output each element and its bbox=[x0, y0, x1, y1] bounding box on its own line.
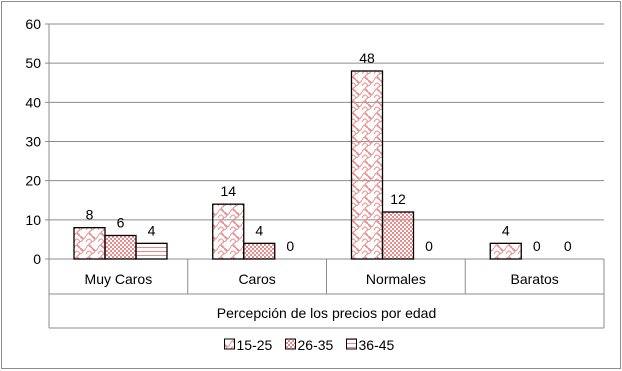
data-label-layer: 8 6 4 14 4 0 48 12 0 4 0 0 bbox=[86, 50, 572, 254]
y-tick-label-20: 20 bbox=[25, 173, 41, 189]
y-tick-label-50: 50 bbox=[25, 55, 41, 71]
bar-15-25-normales bbox=[350, 70, 384, 260]
data-label-36-45-normales: 0 bbox=[425, 238, 433, 254]
x-axis-title: Percepción de los precios por edad bbox=[217, 305, 436, 321]
data-label-15-25-muy-caros: 8 bbox=[86, 207, 94, 223]
legend: 15-25 26-35 36-45 bbox=[224, 337, 395, 353]
y-tick-label-40: 40 bbox=[25, 94, 41, 110]
x-tick-label-muy-caros: Muy Caros bbox=[85, 271, 153, 287]
bar-15-25-baratos bbox=[489, 242, 522, 260]
data-label-15-25-normales: 48 bbox=[359, 50, 375, 66]
data-label-36-45-caros: 0 bbox=[286, 238, 294, 254]
data-label-26-35-caros: 4 bbox=[255, 222, 263, 238]
bar-26-35-normales bbox=[381, 211, 415, 260]
legend-label-36-45: 36-45 bbox=[359, 337, 395, 353]
bar-26-35-caros bbox=[243, 242, 276, 260]
grid-layer bbox=[45, 23, 604, 260]
data-label-15-25-baratos: 4 bbox=[502, 222, 510, 238]
data-label-36-45-muy-caros: 4 bbox=[148, 222, 156, 238]
y-tick-label-60: 60 bbox=[25, 16, 41, 32]
legend-label-26-35: 26-35 bbox=[298, 337, 334, 353]
x-tick-label-caros: Caros bbox=[238, 271, 275, 287]
bar-layer bbox=[73, 70, 522, 260]
legend-swatch-15-25 bbox=[224, 338, 235, 350]
data-label-15-25-caros: 14 bbox=[220, 183, 236, 199]
legend-swatch-36-45 bbox=[346, 338, 357, 350]
bar-26-35-muy-caros bbox=[104, 234, 137, 260]
x-tick-label-normales: Normales bbox=[366, 271, 426, 287]
x-tick-label-baratos: Baratos bbox=[511, 271, 559, 287]
bar-15-25-muy-caros bbox=[73, 227, 106, 260]
data-label-26-35-normales: 12 bbox=[390, 191, 406, 207]
data-label-36-45-baratos: 0 bbox=[564, 238, 572, 254]
legend-label-15-25: 15-25 bbox=[237, 337, 273, 353]
data-label-26-35-muy-caros: 6 bbox=[117, 215, 125, 231]
bar-36-45-muy-caros bbox=[135, 242, 168, 260]
legend-swatch-26-35 bbox=[285, 338, 296, 350]
y-tick-label-0: 0 bbox=[33, 251, 41, 267]
y-tick-label-10: 10 bbox=[25, 212, 41, 228]
y-tick-label-30: 30 bbox=[25, 134, 41, 150]
data-label-26-35-baratos: 0 bbox=[533, 238, 541, 254]
bar-15-25-caros bbox=[212, 203, 245, 260]
